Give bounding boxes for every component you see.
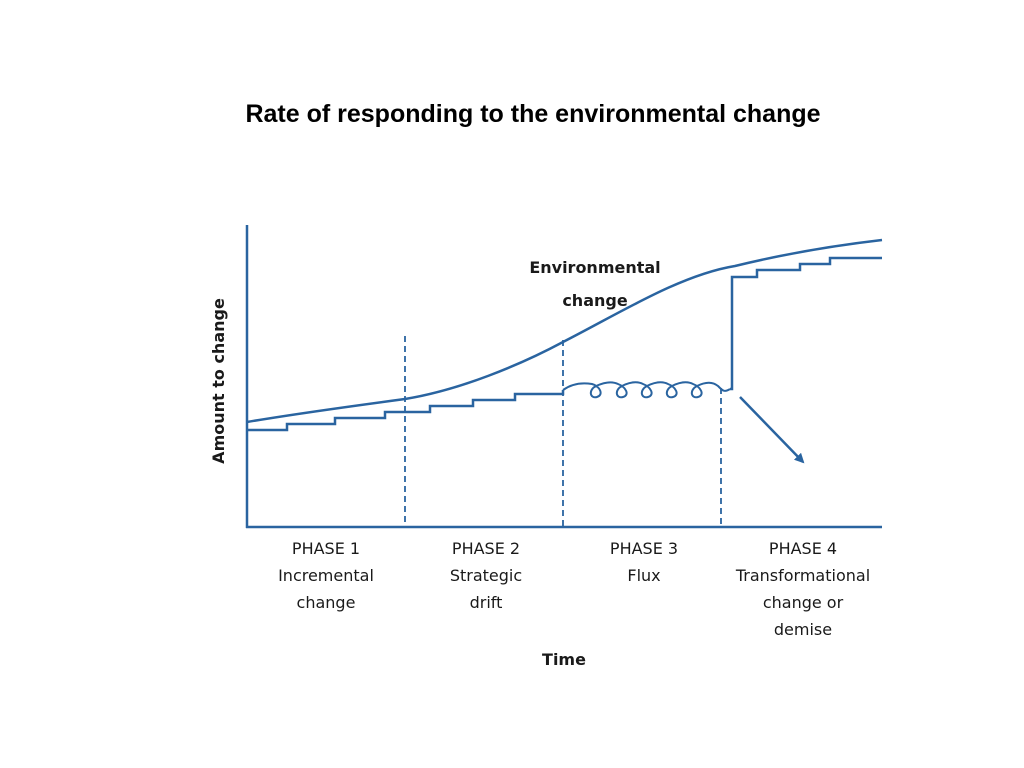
environmental-change-label-line-2: change: [562, 291, 628, 310]
strategic-response-steps: [247, 390, 565, 432]
x-axis-label: Time: [542, 650, 586, 669]
flux-loops: [562, 381, 731, 399]
phase-4-line-3: change or: [763, 593, 844, 612]
phase-2-label: PHASE 2: [452, 539, 520, 558]
environmental-change-label-line-1: Environmental: [529, 258, 660, 277]
phase-2-line-2: Strategic: [450, 566, 522, 585]
phase-1-line-3: change: [297, 593, 356, 612]
slide-title: Rate of responding to the environmental …: [245, 100, 821, 128]
phase-4-line-4: demise: [774, 620, 832, 639]
phase-2-line-3: drift: [470, 593, 503, 612]
phase-1-label: PHASE 1: [292, 539, 360, 558]
phase-1-line-2: Incremental: [278, 566, 374, 585]
phase-3-line-2: Flux: [627, 566, 660, 585]
phase-4-line-2: Transformational: [735, 566, 870, 585]
demise-arrow: [739, 396, 805, 464]
phase-3-label: PHASE 3: [610, 539, 678, 558]
transformational-change-line: [730, 256, 882, 391]
y-axis-label: Amount to change: [209, 298, 228, 464]
phase-4-label: PHASE 4: [769, 539, 837, 558]
environmental-change-curve: [246, 238, 883, 424]
